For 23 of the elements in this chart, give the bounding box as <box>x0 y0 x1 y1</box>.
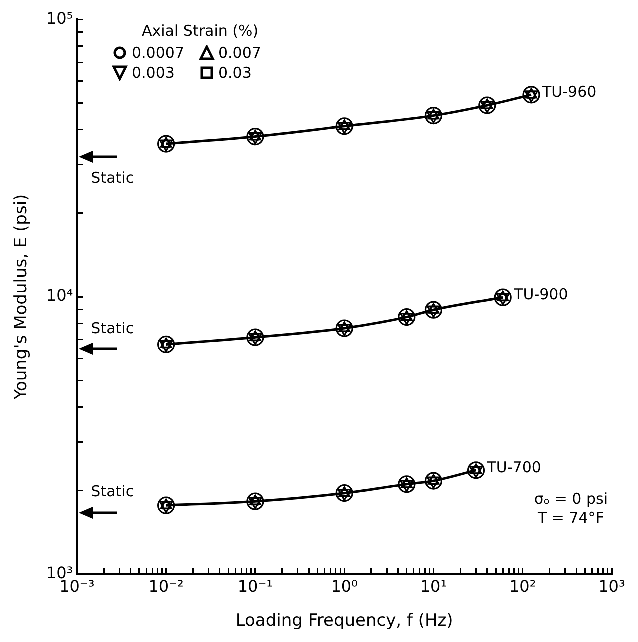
series-label: TU-960 <box>542 82 597 101</box>
ref-line-label: Static <box>91 482 134 501</box>
x-tick-label: 10⁻¹ <box>238 577 274 596</box>
y-tick-label: 10⁴ <box>46 286 74 306</box>
annotation: T = 74°F <box>536 509 606 528</box>
legend-label: 0.03 <box>218 64 252 82</box>
x-tick-label: 10³ <box>598 577 626 596</box>
y-tick-label: 10⁵ <box>46 8 74 28</box>
series-label: TU-700 <box>486 458 542 476</box>
ref-line-label: Static <box>91 169 134 188</box>
legend-label: 0.003 <box>132 64 175 82</box>
x-axis-title: Loading Frequency, f (Hz) <box>236 611 454 632</box>
legend-label: 0.007 <box>218 44 262 62</box>
y-axis-title: Young's Modulus, E (psi) <box>12 194 32 401</box>
legend-title: Axial Strain (%) <box>142 22 260 40</box>
legend-label: 0.0007 <box>132 44 184 62</box>
x-tick-label: 10⁰ <box>331 577 358 596</box>
annotation: σₒ = 0 psi <box>534 490 608 509</box>
x-tick-label: 10² <box>509 577 536 596</box>
x-tick-label: 10⁻² <box>148 577 184 596</box>
ref-line-label: Static <box>91 319 134 338</box>
series-label: TU-900 <box>513 285 568 304</box>
x-tick-label: 10¹ <box>420 577 448 596</box>
